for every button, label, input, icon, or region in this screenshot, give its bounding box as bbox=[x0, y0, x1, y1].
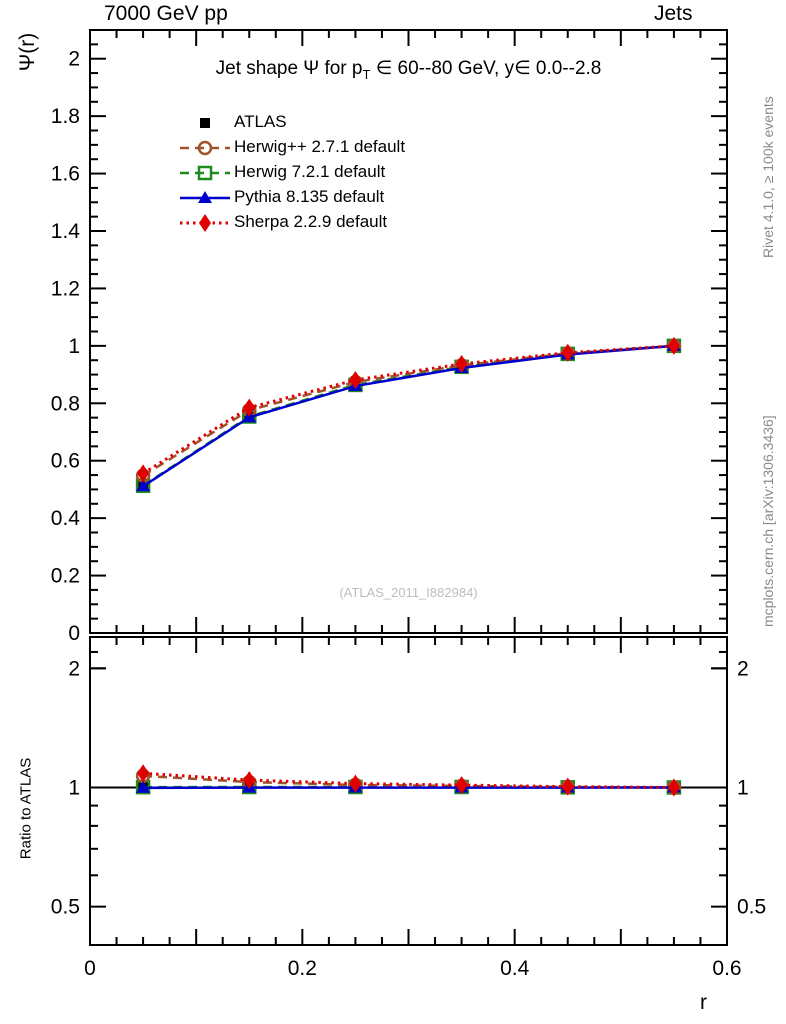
header-right-label: Jets bbox=[654, 2, 693, 25]
data-point-marker bbox=[561, 777, 574, 796]
legend-marker-diamond-filled bbox=[178, 210, 232, 235]
main-y-tick-label: 0 bbox=[68, 622, 80, 645]
legend-marker-triangle-filled bbox=[178, 185, 232, 210]
data-point-marker bbox=[349, 774, 362, 793]
legend-label: ATLAS bbox=[234, 112, 287, 131]
main-y-tick-label: 1.6 bbox=[51, 163, 80, 186]
main-panel-frame bbox=[89, 29, 728, 634]
series-line bbox=[142, 344, 675, 488]
main-y-tick-label: 1.8 bbox=[51, 105, 80, 128]
data-point-marker bbox=[667, 336, 680, 355]
series-line bbox=[142, 771, 674, 789]
header-left-label: 7000 GeV pp bbox=[104, 2, 228, 25]
series-line bbox=[142, 344, 675, 475]
legend-marker-square-filled bbox=[178, 110, 232, 135]
main-y-tick-label: 0.6 bbox=[51, 450, 80, 473]
plot-title-subscript: T bbox=[362, 66, 371, 82]
main-y-tick-label: 1.2 bbox=[51, 277, 80, 300]
data-point-marker bbox=[667, 778, 680, 797]
data-point-marker bbox=[137, 764, 150, 783]
ratio-y-tick-label-right: 1 bbox=[737, 776, 749, 799]
data-point-marker bbox=[136, 479, 151, 492]
main-y-tick-label: 2 bbox=[68, 48, 80, 71]
data-point-marker bbox=[136, 780, 151, 793]
legend-label: Herwig 7.2.1 default bbox=[234, 162, 386, 181]
legend-label: Pythia 8.135 default bbox=[234, 187, 385, 206]
data-point-marker bbox=[243, 398, 256, 417]
main-y-tick-label: 0.4 bbox=[51, 507, 81, 530]
ratio-y-tick-label-left: 0.5 bbox=[51, 896, 80, 919]
data-point-marker bbox=[561, 343, 574, 362]
data-point-marker bbox=[349, 371, 362, 390]
data-point-marker bbox=[137, 464, 150, 483]
plot-title: Jet shape Ψ for pT ∈ 60--80 GeV, y∈ 0.0-… bbox=[90, 57, 727, 82]
legend-label: Herwig++ 2.7.1 default bbox=[234, 137, 406, 156]
series-line bbox=[142, 344, 675, 487]
plot-frames bbox=[89, 29, 728, 946]
x-tick-label: 0 bbox=[84, 957, 96, 980]
ratio-y-tick-label-left: 2 bbox=[68, 657, 80, 680]
legend-marker-circle-open bbox=[178, 135, 232, 160]
legend-label: Sherpa 2.2.9 default bbox=[234, 212, 388, 231]
ratio-panel-frame bbox=[89, 636, 728, 946]
plot-title-pre: Jet shape Ψ for p bbox=[215, 58, 363, 79]
x-axis-label: r bbox=[700, 991, 707, 1014]
series-line bbox=[142, 344, 675, 477]
ratio-y-tick-label-right: 0.5 bbox=[737, 896, 766, 919]
data-point-marker bbox=[455, 354, 468, 373]
data-point-marker bbox=[243, 771, 256, 790]
data-point-marker bbox=[455, 776, 468, 795]
x-tick-label: 0.2 bbox=[288, 957, 317, 980]
main-y-tick-label: 1.4 bbox=[51, 220, 81, 243]
main-series-group bbox=[135, 336, 682, 493]
legend-marker-square-open bbox=[178, 160, 232, 185]
ratio-y-tick-label-right: 2 bbox=[737, 657, 749, 680]
x-tick-label: 0.4 bbox=[500, 957, 530, 980]
ratio-series-group bbox=[90, 764, 727, 797]
main-y-tick-label: 1 bbox=[68, 335, 80, 358]
analysis-watermark: (ATLAS_2011_I882984) bbox=[339, 585, 478, 600]
main-y-tick-label: 0.8 bbox=[51, 392, 80, 415]
main-y-tick-label: 0.2 bbox=[51, 565, 80, 588]
tick-label-group: 0 0.2 0.4 0.6 0.8 1 1.2 1.4 1.6 1.8 2 0 0.2 0.4 0.6 0.5… bbox=[51, 48, 766, 980]
ratio-y-tick-label-left: 1 bbox=[68, 776, 80, 799]
plot-title-post: ∈ 60--80 GeV, y∈ 0.0--2.8 bbox=[370, 58, 602, 79]
x-tick-label: 0.6 bbox=[712, 957, 741, 980]
ratio-axis-ticks bbox=[89, 636, 728, 946]
